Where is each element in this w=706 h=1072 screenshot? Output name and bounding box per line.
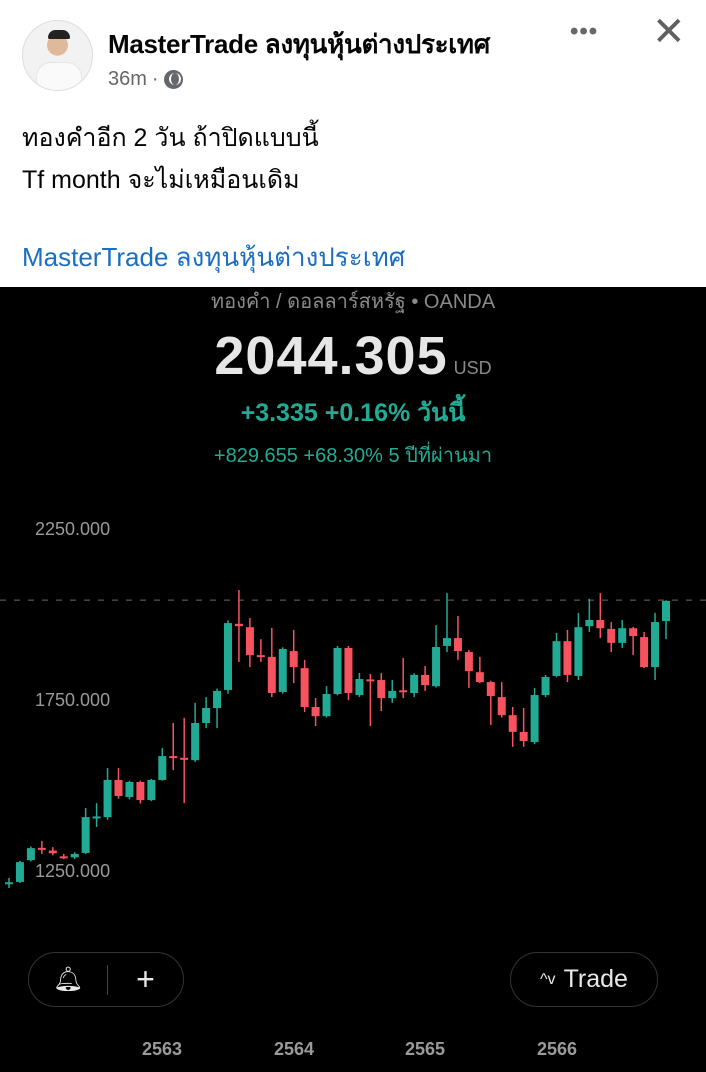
price-display: 2044.305 USD <box>0 325 706 387</box>
candle-body <box>552 641 561 676</box>
candle-body <box>508 715 517 732</box>
candle-body <box>640 637 649 668</box>
post-text-line: ทองคำอีก 2 วัน ถ้าปิดแบบนี้ <box>22 124 319 152</box>
candle-body <box>388 690 397 699</box>
add-button[interactable]: + <box>136 961 155 997</box>
x-tick-label: 2563 <box>141 1039 183 1059</box>
candle-body <box>355 679 364 696</box>
close-button[interactable]: ✕ <box>652 10 686 54</box>
candle-body <box>59 856 68 859</box>
more-options-button[interactable]: ••• <box>570 18 599 45</box>
candle-body <box>125 781 134 798</box>
candle-body <box>377 680 386 699</box>
candle-body <box>191 723 200 761</box>
change-today: +3.335 +0.16% วันนี้ <box>240 399 466 427</box>
candle-body <box>300 668 309 707</box>
candle-body <box>202 708 211 724</box>
candle-body <box>256 655 265 658</box>
divider <box>107 964 108 995</box>
candle-body <box>651 622 660 668</box>
candle-body <box>180 757 189 760</box>
candle-body <box>311 706 320 717</box>
candle-body <box>410 674 419 693</box>
candle-body <box>541 676 550 696</box>
trade-button[interactable]: ^v Trade <box>510 952 658 1007</box>
post-text-line: Tf month จะไม่เหมือนเดิม <box>22 166 300 194</box>
candle-body <box>322 694 331 717</box>
candle-body <box>344 647 353 693</box>
author-name[interactable]: MasterTrade ลงทุนหุ้นต่างประเทศ <box>108 29 490 59</box>
candle-body <box>475 672 484 683</box>
candle-body <box>278 649 287 692</box>
symbol-label: ทองคำ / ดอลลาร์สหรัฐ • OANDA <box>210 291 496 313</box>
candle-body <box>267 656 276 693</box>
candle-body <box>333 647 342 695</box>
candle-body <box>15 862 24 882</box>
candle-body <box>114 779 123 796</box>
x-tick-label: 2565 <box>404 1039 446 1059</box>
candle-body <box>48 850 57 854</box>
change-5y: +829.655 +68.30% 5 ปีที่ผ่านมา <box>213 445 493 467</box>
y-tick-label: 2250.000 <box>35 519 111 539</box>
currency-label: USD <box>453 358 492 378</box>
trade-label: Trade <box>563 965 628 993</box>
candle-body <box>37 847 46 850</box>
candle-body <box>366 679 375 682</box>
candle-body <box>399 690 408 693</box>
candle-body <box>26 848 35 861</box>
post-meta: 36m · <box>108 68 183 91</box>
author-avatar[interactable] <box>22 20 93 91</box>
candle-body <box>497 697 506 716</box>
candle-body <box>158 756 167 780</box>
candle-body <box>81 817 90 853</box>
candle-body <box>530 695 539 743</box>
candle-body <box>486 682 495 697</box>
alert-add-group: 🔔︎ + <box>28 952 184 1007</box>
candle-body <box>464 652 473 672</box>
x-tick-label: 2566 <box>536 1039 578 1059</box>
candle-body <box>234 623 243 627</box>
candle-body <box>147 779 156 801</box>
candle-body <box>224 623 232 690</box>
candle-body <box>443 638 451 646</box>
candle-body <box>563 641 572 675</box>
candle-body <box>245 627 254 656</box>
y-tick-label: 1750.000 <box>35 690 111 710</box>
candle-body <box>585 620 594 627</box>
chart-image[interactable]: ทองคำ / ดอลลาร์สหรัฐ • OANDA 2044.305 USD… <box>0 287 706 1072</box>
candle-body <box>136 781 145 801</box>
candle-body <box>519 731 528 742</box>
post-time[interactable]: 36m <box>108 68 147 90</box>
candle-body <box>169 756 178 759</box>
candle-body <box>453 638 462 652</box>
candle-body <box>618 628 627 643</box>
bell-icon[interactable]: 🔔︎ <box>52 966 84 993</box>
candle-body <box>432 646 441 687</box>
candle-body <box>92 816 101 819</box>
candle-body <box>70 853 79 858</box>
price-value: 2044.305 <box>214 326 448 386</box>
candle-body <box>421 674 430 686</box>
candle-body <box>213 690 222 709</box>
candle-body <box>5 882 13 885</box>
trade-icon: ^v <box>540 970 556 988</box>
page-link[interactable]: MasterTrade ลงทุนหุ้นต่างประเทศ <box>22 242 406 272</box>
candle-body <box>629 628 638 637</box>
candle-body <box>662 600 670 622</box>
x-tick-label: 2564 <box>273 1039 315 1059</box>
candle-body <box>596 620 605 629</box>
candle-body <box>574 627 583 676</box>
y-tick-label: 1250.000 <box>35 861 111 881</box>
candle-body <box>289 651 298 668</box>
globe-icon <box>163 70 183 89</box>
candle-body <box>103 779 112 818</box>
meta-separator: · <box>151 68 159 90</box>
candle-body <box>607 628 616 643</box>
candlestick-plot <box>0 590 706 889</box>
